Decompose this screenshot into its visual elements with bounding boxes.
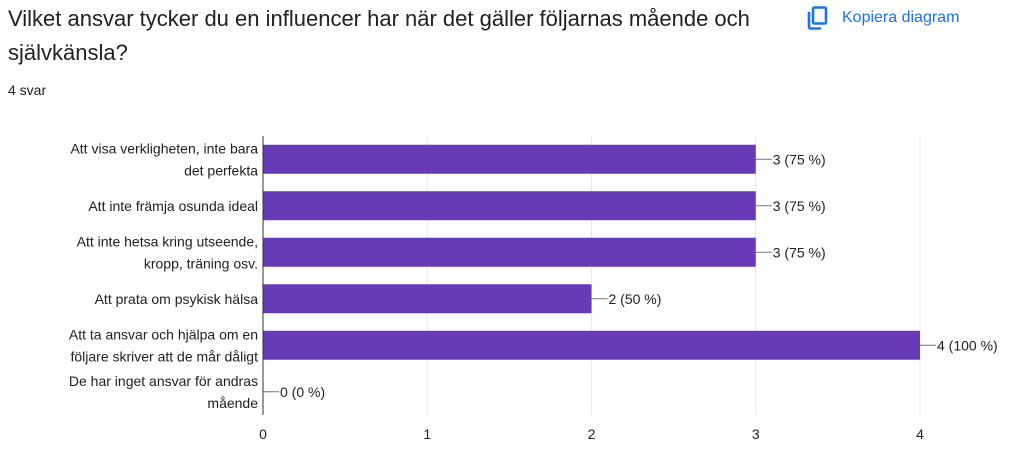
response-count: 4 svar: [8, 82, 47, 98]
category-label: kropp, träning osv.: [144, 255, 258, 271]
category-label: Att inte hetsa kring utseende,: [77, 233, 258, 249]
category-label: Att visa verkligheten, inte bara: [70, 140, 258, 156]
bar: [263, 237, 756, 267]
x-tick-label: 0: [259, 426, 267, 442]
data-label: 4 (100 %): [937, 337, 998, 353]
bar: [263, 284, 592, 314]
category-label: Att ta ansvar och hjälpa om en: [69, 326, 258, 342]
question-title: Vilket ansvar tycker du en influencer ha…: [8, 6, 750, 65]
x-tick-label: 4: [916, 426, 924, 442]
bar: [263, 144, 756, 174]
copy-icon: [806, 6, 828, 30]
copy-chart-button[interactable]: Kopiera diagram: [806, 4, 959, 32]
bar: [263, 191, 756, 221]
category-label: De har inget ansvar för andras: [69, 373, 258, 389]
category-label: mående: [207, 395, 258, 411]
data-label: 3 (75 %): [773, 244, 826, 260]
copy-chart-label: Kopiera diagram: [842, 9, 960, 26]
category-label: följare skriver att de mår dåligt: [70, 348, 258, 364]
data-label: 0 (0 %): [280, 384, 325, 400]
category-label: det perfekta: [184, 162, 258, 178]
category-label: Att inte främja osunda ideal: [88, 198, 258, 214]
data-label: 3 (75 %): [773, 151, 826, 167]
bar-chart: 3 (75 %) Att visa verkligheten, inte bara…: [69, 136, 998, 442]
x-tick-label: 3: [752, 426, 760, 442]
data-label: 3 (75 %): [773, 198, 826, 214]
x-tick-label: 1: [423, 426, 431, 442]
category-label: Att prata om psykisk hälsa: [95, 291, 259, 307]
bar: [263, 330, 920, 360]
data-label: 2 (50 %): [609, 291, 662, 307]
x-tick-label: 2: [588, 426, 596, 442]
